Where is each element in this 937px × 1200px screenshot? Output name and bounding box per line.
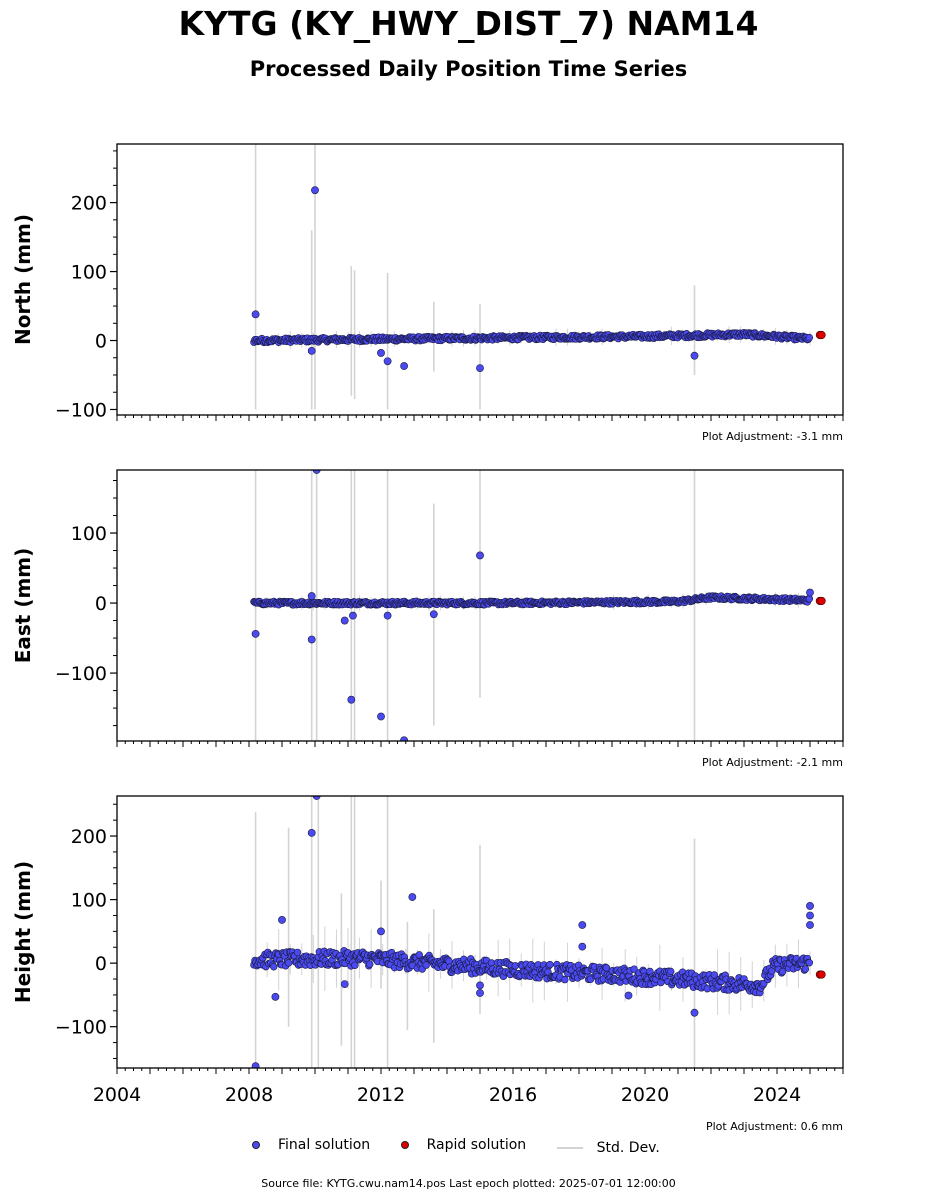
final-solution-outlier bbox=[806, 911, 814, 920]
final-solution-outlier bbox=[400, 736, 408, 741]
panel-2-data bbox=[250, 796, 826, 1068]
final-solution-outlier bbox=[347, 695, 356, 704]
plot-adjustment-label: Plot Adjustment: 0.6 mm bbox=[706, 1120, 843, 1133]
y-tick-label: 200 bbox=[71, 826, 107, 848]
y-axis-label: North (mm) bbox=[11, 214, 35, 345]
final-solution-point bbox=[351, 961, 359, 969]
final-solution-point bbox=[293, 948, 302, 957]
x-tick-label: 2004 bbox=[93, 1084, 141, 1106]
final-solution-outlier bbox=[476, 551, 484, 560]
final-solution-outlier bbox=[383, 357, 392, 366]
final-solution-point bbox=[511, 962, 520, 970]
y-tick-label: 100 bbox=[71, 262, 107, 284]
final-solution-point bbox=[801, 965, 810, 973]
final-solution-point bbox=[270, 963, 278, 971]
legend-rapid-label: Rapid solution bbox=[426, 1137, 527, 1153]
final-solution-outlier bbox=[377, 712, 385, 721]
chart-title: KYTG (KY_HWY_DIST_7) NAM14 bbox=[178, 4, 759, 43]
source-footer: Source file: KYTG.cwu.nam14.pos Last epo… bbox=[261, 1177, 676, 1190]
y-tick-label: 200 bbox=[71, 193, 107, 215]
final-solution-point bbox=[667, 967, 675, 976]
final-solution-outlier bbox=[690, 351, 699, 360]
final-solution-outlier bbox=[806, 588, 814, 597]
legend-final: Final solution bbox=[252, 1137, 370, 1153]
y-tick-label: −100 bbox=[55, 663, 107, 685]
final-solution-outlier bbox=[271, 992, 280, 1001]
y-axis-label: East (mm) bbox=[11, 548, 35, 664]
final-solution-point bbox=[805, 595, 814, 603]
final-solution-outlier bbox=[377, 927, 385, 936]
final-solution-outlier bbox=[278, 916, 286, 924]
final-solution-outlier bbox=[311, 186, 319, 195]
y-tick-label: 100 bbox=[71, 890, 107, 912]
final-solution-outlier bbox=[251, 1062, 260, 1068]
final-solution-marker bbox=[252, 1141, 260, 1149]
plot-adjustment-label: Plot Adjustment: -3.1 mm bbox=[702, 430, 843, 443]
x-tick-label: 2020 bbox=[621, 1084, 669, 1106]
legend-std: Std. Dev. bbox=[556, 1140, 660, 1156]
final-solution-point bbox=[805, 958, 814, 967]
final-solution-outlier bbox=[340, 616, 349, 625]
panel-0-data bbox=[250, 144, 826, 410]
final-solution-outlier bbox=[349, 611, 357, 620]
final-solution-point bbox=[630, 965, 638, 973]
final-solution-outlier bbox=[578, 921, 587, 929]
final-solution-outlier bbox=[383, 611, 392, 620]
y-tick-label: −100 bbox=[55, 1017, 107, 1039]
final-solution-outlier bbox=[578, 942, 587, 951]
final-solution-outlier bbox=[806, 902, 814, 910]
x-tick-label: 2012 bbox=[357, 1084, 405, 1106]
std-dev-line-marker bbox=[556, 1147, 583, 1149]
final-solution-outlier bbox=[307, 635, 316, 644]
final-solution-outlier bbox=[476, 364, 484, 373]
rapid-solution-point bbox=[817, 596, 826, 606]
chart-subtitle: Processed Daily Position Time Series bbox=[249, 57, 688, 81]
final-solution-outlier bbox=[624, 991, 633, 1000]
final-solution-outlier bbox=[806, 921, 814, 929]
rapid-solution-point bbox=[817, 330, 826, 340]
legend: Final solution Rapid solution Std. Dev. bbox=[252, 1137, 686, 1156]
final-solution-point bbox=[366, 960, 374, 968]
x-tick-label: 2008 bbox=[225, 1084, 273, 1106]
x-tick-label: 2024 bbox=[753, 1084, 801, 1106]
final-solution-point bbox=[561, 975, 569, 984]
final-solution-outlier bbox=[377, 349, 385, 357]
legend-std-label: Std. Dev. bbox=[596, 1140, 660, 1156]
x-tick-label: 2016 bbox=[489, 1084, 537, 1106]
legend-rapid: Rapid solution bbox=[400, 1137, 527, 1153]
final-solution-outlier bbox=[429, 610, 438, 619]
final-solution-outlier bbox=[251, 310, 260, 319]
final-solution-outlier bbox=[307, 592, 316, 600]
final-solution-outlier bbox=[312, 470, 321, 474]
final-solution-outlier bbox=[307, 828, 316, 837]
y-tick-label: 0 bbox=[95, 953, 107, 975]
final-solution-point bbox=[805, 333, 814, 342]
final-solution-outlier bbox=[690, 1008, 699, 1017]
final-solution-outlier bbox=[476, 981, 484, 990]
final-solution-point bbox=[422, 961, 430, 969]
final-solution-point bbox=[415, 951, 423, 959]
rapid-solution-point bbox=[817, 970, 826, 979]
y-tick-label: 0 bbox=[95, 331, 107, 353]
final-solution-outlier bbox=[408, 893, 417, 901]
final-solution-outlier bbox=[476, 989, 484, 997]
panel-1-data bbox=[250, 470, 826, 741]
final-solution-point bbox=[710, 971, 718, 979]
y-axis-label: Height (mm) bbox=[11, 861, 35, 1003]
final-solution-outlier bbox=[307, 346, 316, 355]
final-solution-point bbox=[284, 959, 293, 967]
final-solution-outlier bbox=[251, 629, 260, 638]
y-tick-label: −100 bbox=[55, 399, 107, 421]
y-tick-label: 100 bbox=[71, 523, 107, 545]
final-solution-point bbox=[778, 967, 787, 976]
final-solution-outlier bbox=[340, 980, 349, 989]
final-solution-outlier bbox=[400, 362, 408, 370]
final-solution-point bbox=[768, 967, 776, 975]
plot-adjustment-label: Plot Adjustment: -2.1 mm bbox=[702, 756, 843, 769]
rapid-solution-marker bbox=[400, 1141, 409, 1149]
final-solution-point bbox=[546, 960, 554, 969]
legend-final-label: Final solution bbox=[278, 1137, 371, 1153]
y-tick-label: 0 bbox=[95, 593, 107, 615]
